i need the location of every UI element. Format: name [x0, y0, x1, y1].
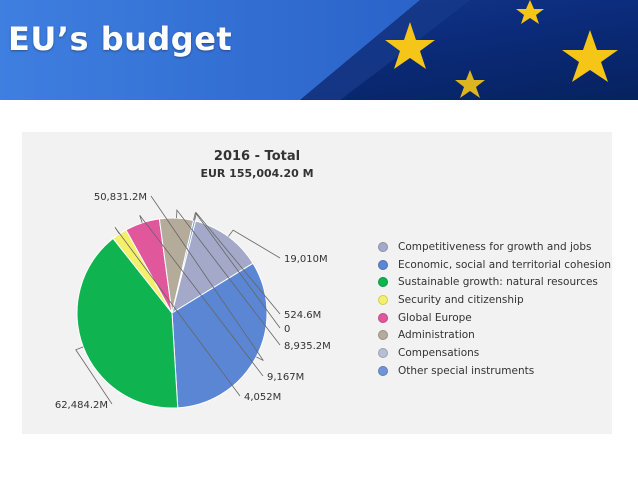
- legend-item[interactable]: Administration: [378, 326, 610, 344]
- label-connector: [194, 212, 281, 315]
- data-label: 8,935.2M: [284, 341, 331, 352]
- legend-label: Competitiveness for growth and jobs: [398, 240, 592, 253]
- legend-swatch: [378, 294, 388, 305]
- data-label: 4,052M: [244, 392, 281, 403]
- chart-subtitle: EUR 155,004.20 M: [200, 167, 313, 180]
- data-label: 9,167M: [267, 372, 304, 383]
- legend-swatch: [378, 259, 388, 270]
- legend-item[interactable]: Sustainable growth: natural resources: [378, 273, 610, 291]
- label-connector: [193, 211, 281, 329]
- legend-swatch: [378, 241, 388, 252]
- data-label: 62,484.2M: [55, 400, 108, 411]
- legend-swatch: [378, 312, 388, 323]
- pie-slice[interactable]: [171, 220, 254, 315]
- legend-label: Administration: [398, 329, 475, 342]
- legend-swatch: [378, 347, 388, 358]
- star-icon: [385, 22, 435, 69]
- chart-legend: Competitiveness for growth and jobs Econo…: [378, 238, 612, 380]
- legend-item[interactable]: Economic, social and territorial cohesio…: [378, 256, 612, 274]
- legend-label: Economic, social and territorial cohesio…: [398, 258, 612, 271]
- legend-label: Compensations: [398, 346, 480, 359]
- legend-label: Global Europe: [398, 311, 472, 324]
- legend-label: Sustainable growth: natural resources: [398, 276, 598, 289]
- legend-swatch: [378, 330, 388, 341]
- pie-slice[interactable]: [76, 237, 179, 409]
- data-label: 0: [284, 324, 290, 335]
- label-connector: [228, 229, 281, 259]
- legend-label: Security and citizenship: [398, 293, 524, 306]
- pie-chart-panel: 2016 - Total EUR 155,004.20 M 19,010M 50,…: [22, 132, 612, 434]
- data-label: 524.6M: [284, 310, 321, 321]
- pie-chart: 2016 - Total EUR 155,004.20 M 19,010M 50,…: [55, 149, 331, 411]
- chart-title: 2016 - Total: [214, 149, 300, 164]
- data-label: 19,010M: [284, 254, 328, 265]
- star-icon: [455, 70, 485, 98]
- legend-swatch: [378, 277, 388, 288]
- label-connector: [150, 195, 264, 361]
- eu-flag-background: [0, 0, 638, 100]
- pie-slice[interactable]: [171, 262, 268, 409]
- legend-item[interactable]: Compensations: [378, 344, 610, 362]
- legend-item[interactable]: Global Europe: [378, 309, 610, 327]
- label-connector: [176, 209, 281, 346]
- label-connector: [114, 227, 241, 397]
- label-connector: [75, 346, 113, 405]
- star-icon: [516, 0, 544, 24]
- legend-item[interactable]: Security and citizenship: [378, 291, 610, 309]
- legend-item[interactable]: Other special instruments: [378, 362, 610, 380]
- header-banner: EU’s budget: [0, 0, 638, 100]
- legend-swatch: [378, 365, 388, 376]
- star-icon: [562, 30, 618, 82]
- legend-item[interactable]: Competitiveness for growth and jobs: [378, 238, 610, 256]
- page-title: EU’s budget: [8, 20, 233, 58]
- legend-label: Other special instruments: [398, 364, 535, 377]
- label-connector: [139, 214, 264, 377]
- data-label: 50,831.2M: [94, 192, 147, 203]
